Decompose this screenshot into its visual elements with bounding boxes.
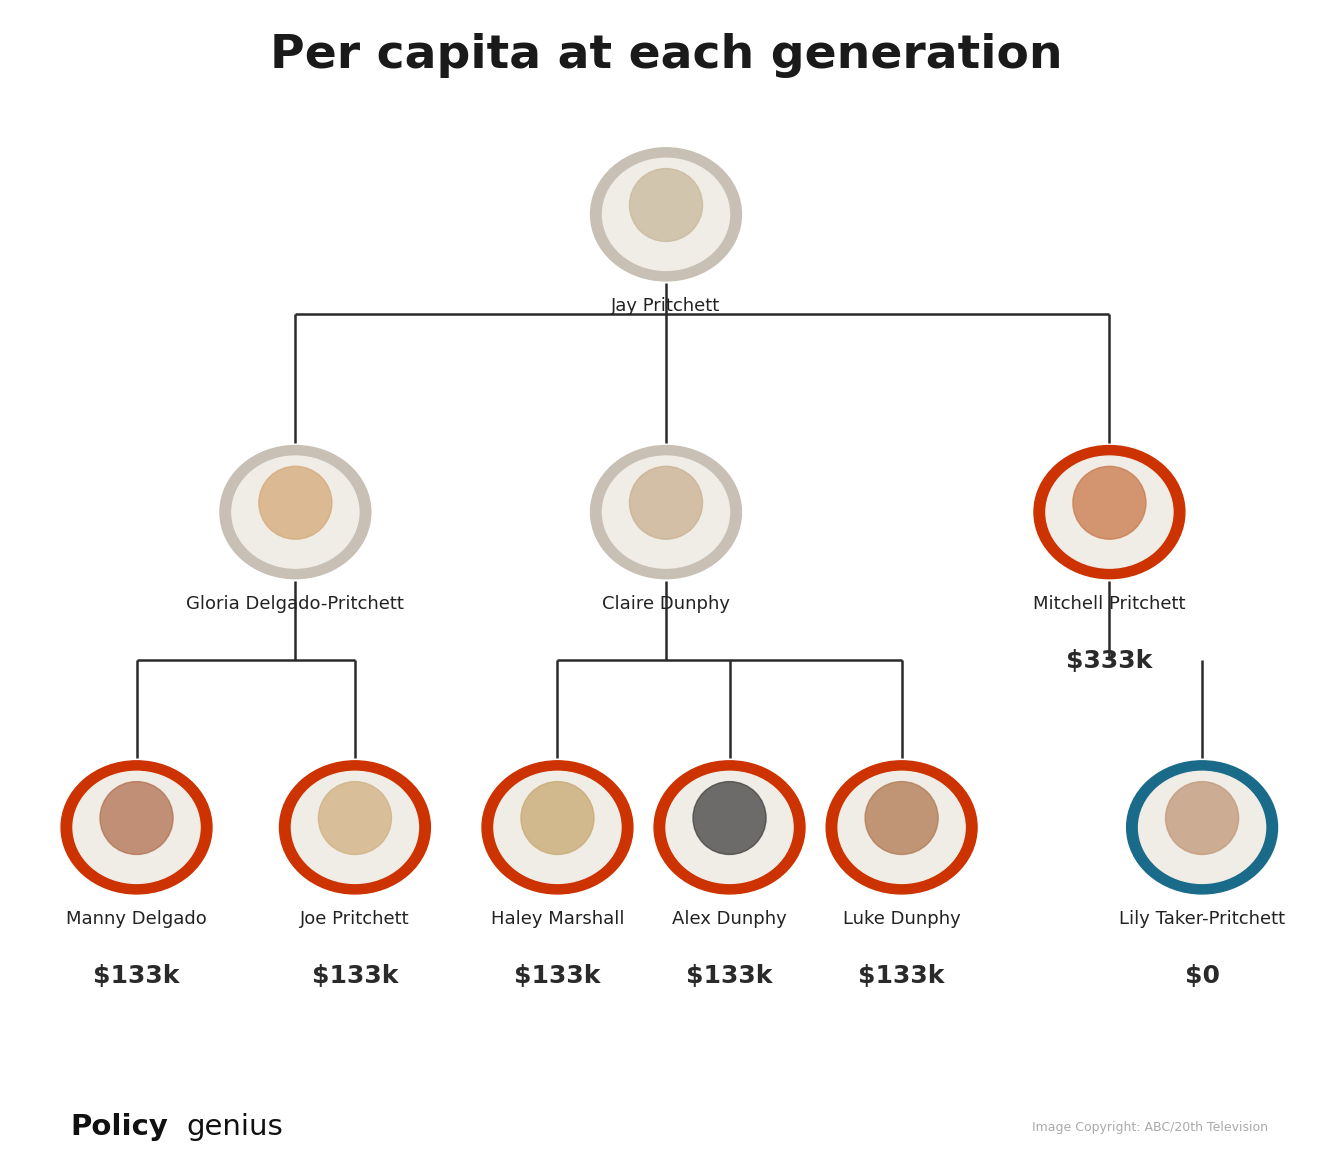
Circle shape bbox=[838, 771, 966, 883]
Circle shape bbox=[1139, 771, 1265, 883]
Text: Joe Pritchett: Joe Pritchett bbox=[300, 910, 410, 928]
Ellipse shape bbox=[318, 782, 392, 855]
Ellipse shape bbox=[630, 168, 702, 241]
Circle shape bbox=[220, 446, 370, 579]
Ellipse shape bbox=[258, 467, 332, 539]
Ellipse shape bbox=[630, 467, 702, 539]
Text: Haley Marshall: Haley Marshall bbox=[490, 910, 625, 928]
Text: Image Copyright: ABC/20th Television: Image Copyright: ABC/20th Television bbox=[1032, 1121, 1268, 1134]
Text: Policy: Policy bbox=[71, 1114, 168, 1142]
Circle shape bbox=[590, 446, 742, 579]
Text: Claire Dunphy: Claire Dunphy bbox=[602, 595, 730, 613]
Circle shape bbox=[292, 771, 418, 883]
Circle shape bbox=[280, 761, 430, 894]
Text: $133k: $133k bbox=[514, 964, 601, 988]
Text: Gloria Delgado-Pritchett: Gloria Delgado-Pritchett bbox=[186, 595, 405, 613]
Circle shape bbox=[482, 761, 633, 894]
Ellipse shape bbox=[100, 782, 173, 855]
Circle shape bbox=[73, 771, 200, 883]
Text: Alex Dunphy: Alex Dunphy bbox=[673, 910, 787, 928]
Text: $133k: $133k bbox=[312, 964, 398, 988]
Ellipse shape bbox=[1166, 782, 1239, 855]
Text: $133k: $133k bbox=[858, 964, 944, 988]
Text: Jay Pritchett: Jay Pritchett bbox=[611, 298, 721, 315]
Circle shape bbox=[61, 761, 212, 894]
Text: Luke Dunphy: Luke Dunphy bbox=[843, 910, 960, 928]
Ellipse shape bbox=[693, 782, 766, 855]
Circle shape bbox=[1046, 456, 1173, 568]
Ellipse shape bbox=[1072, 467, 1146, 539]
Text: $133k: $133k bbox=[93, 964, 180, 988]
Circle shape bbox=[654, 761, 805, 894]
Text: genius: genius bbox=[186, 1114, 284, 1142]
Circle shape bbox=[1034, 446, 1185, 579]
Circle shape bbox=[826, 761, 978, 894]
Circle shape bbox=[602, 456, 730, 568]
Text: $133k: $133k bbox=[686, 964, 773, 988]
Ellipse shape bbox=[521, 782, 594, 855]
Text: $333k: $333k bbox=[1067, 649, 1152, 673]
Text: Mitchell Pritchett: Mitchell Pritchett bbox=[1034, 595, 1185, 613]
Circle shape bbox=[602, 159, 730, 270]
Text: Lily Taker-Pritchett: Lily Taker-Pritchett bbox=[1119, 910, 1285, 928]
Text: $0: $0 bbox=[1184, 964, 1220, 988]
Circle shape bbox=[590, 148, 742, 281]
Text: Per capita at each generation: Per capita at each generation bbox=[269, 33, 1063, 79]
Circle shape bbox=[494, 771, 621, 883]
Circle shape bbox=[232, 456, 358, 568]
Text: Manny Delgado: Manny Delgado bbox=[67, 910, 206, 928]
Circle shape bbox=[666, 771, 793, 883]
Circle shape bbox=[1127, 761, 1277, 894]
Ellipse shape bbox=[864, 782, 938, 855]
